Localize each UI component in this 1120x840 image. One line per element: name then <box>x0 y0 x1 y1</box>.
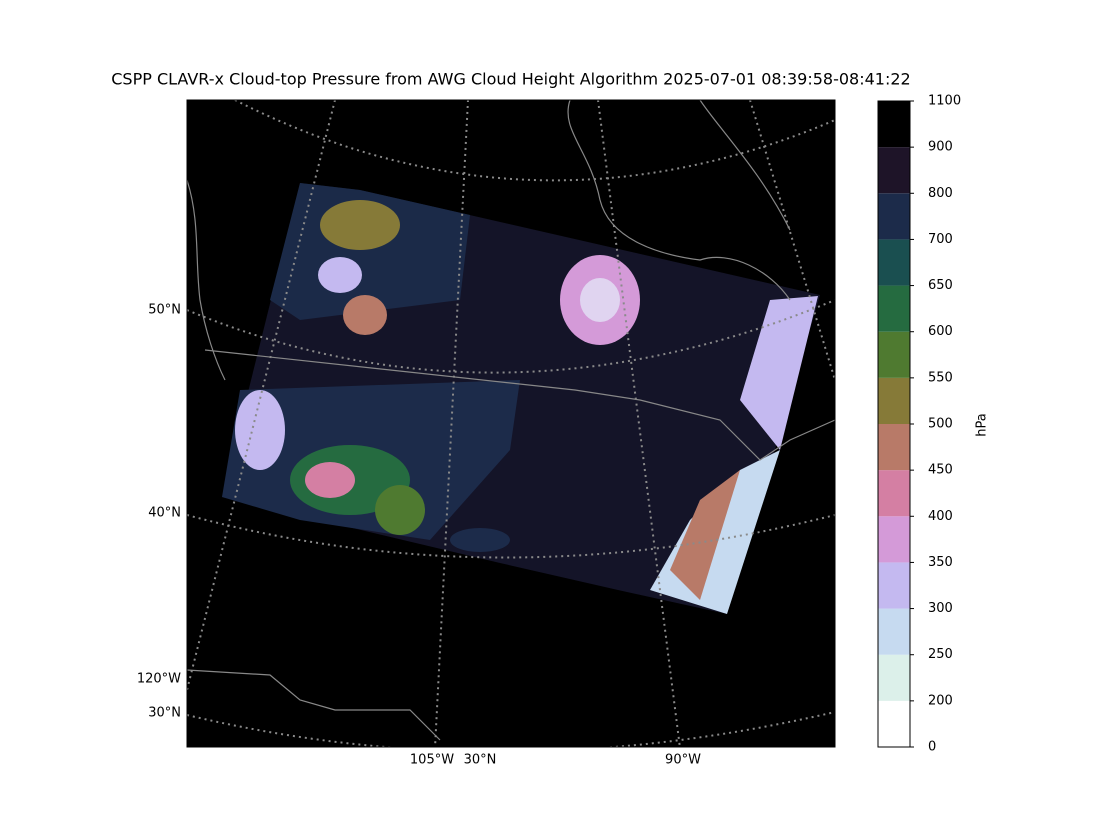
lat-label: 30°N <box>148 706 181 721</box>
map-area <box>186 99 836 748</box>
lon-label: 90°W <box>665 753 701 768</box>
colorbar-segment <box>878 101 910 148</box>
colorbar-label: hPa <box>975 413 990 436</box>
colorbar-segment <box>878 424 910 471</box>
colorbar-tick-label: 650 <box>928 278 953 293</box>
cloud-region <box>450 528 510 552</box>
colorbar-tick-label: 550 <box>928 370 953 385</box>
colorbar-tick-label: 800 <box>928 186 953 201</box>
cloud-region <box>740 296 818 450</box>
cloud-region <box>320 200 400 250</box>
title: CSPP CLAVR-x Cloud-top Pressure from AWG… <box>111 70 910 89</box>
cloud-region <box>343 295 387 335</box>
colorbar-segment <box>878 239 910 286</box>
lat-label: 30°N <box>464 753 497 768</box>
colorbar-tick-label: 1100 <box>928 94 961 109</box>
colorbar-tick-label: 400 <box>928 509 953 524</box>
colorbar-tick-label: 300 <box>928 601 953 616</box>
cloud-region <box>670 470 740 600</box>
colorbar-segment <box>878 147 910 194</box>
cloud-region <box>580 278 620 322</box>
graticule <box>597 100 681 747</box>
graticule <box>187 514 835 559</box>
graticule <box>434 100 469 747</box>
colorbar-tick-label: 250 <box>928 647 953 662</box>
lon-label: 105°W <box>410 753 454 768</box>
coastline <box>187 100 835 741</box>
colorbar-tick-label: 200 <box>928 693 953 708</box>
colorbar-segment <box>878 285 910 332</box>
lat-label: 50°N <box>148 303 181 318</box>
colorbar-tick-label: 600 <box>928 324 953 339</box>
cloud-region <box>375 485 425 535</box>
colorbar-segment <box>878 654 910 701</box>
colorbar-tick-label: 700 <box>928 232 953 247</box>
graticule <box>187 299 835 374</box>
cloud-region <box>235 390 285 470</box>
colorbar-segment <box>878 516 910 563</box>
cloud-region <box>318 257 362 293</box>
colorbar-tick-label: 450 <box>928 463 953 478</box>
colorbar-tick-label: 350 <box>928 555 953 570</box>
colorbar-tick-label: 500 <box>928 417 953 432</box>
colorbar-tick-label: 900 <box>928 140 953 155</box>
colorbar-tick-label: 0 <box>928 740 936 755</box>
colorbar-segment <box>878 193 910 240</box>
colorbar-segment <box>878 608 910 655</box>
colorbar-segment <box>878 331 910 378</box>
graticule <box>234 100 835 182</box>
cloud-region <box>305 462 355 498</box>
graticule <box>749 100 835 381</box>
map-frame <box>186 99 836 748</box>
graticule <box>187 711 835 747</box>
colorbar-segment <box>878 700 910 747</box>
colorbar: 0 200 250 300 350 400 450 500 550 600 650 700 800 900… <box>877 94 961 755</box>
colorbar-segment <box>878 377 910 424</box>
lon-label: 120°W <box>137 672 181 687</box>
colorbar-segment <box>878 470 910 517</box>
colorbar-segment <box>878 562 910 609</box>
lat-label: 40°N <box>148 506 181 521</box>
cloud-region <box>270 183 470 320</box>
